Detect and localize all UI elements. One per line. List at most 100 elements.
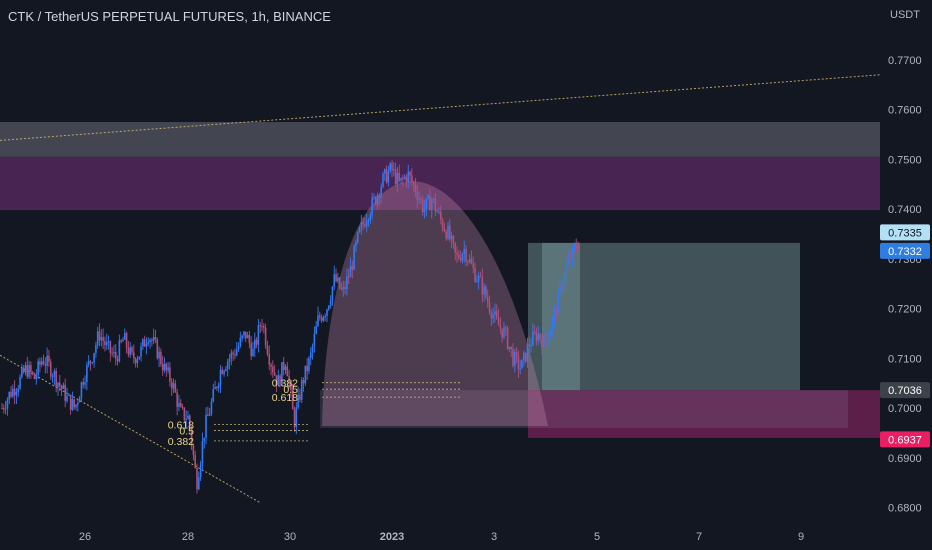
candle-body: [24, 365, 27, 373]
x-axis-tick-label: 2023: [380, 531, 404, 543]
x-axis-tick-label: 3: [491, 531, 497, 543]
candle-body: [136, 359, 139, 364]
candle-body: [514, 352, 516, 366]
candle-body: [183, 407, 186, 420]
candle-body: [430, 199, 433, 211]
fib-level-label: 0.5: [179, 425, 194, 437]
candle-body: [362, 222, 364, 225]
candle-body: [526, 344, 529, 362]
price-label-box: [880, 382, 930, 399]
candle-body: [515, 352, 518, 356]
lower-overlay-zone: [320, 390, 848, 428]
candle-body: [418, 199, 420, 201]
candle-body: [33, 373, 36, 379]
candle-body: [192, 445, 195, 456]
candle-body: [546, 343, 549, 345]
candle-body: [255, 339, 258, 345]
candle-body: [328, 305, 330, 310]
x-axis-tick-label: 7: [696, 531, 702, 543]
lower-trendline: [0, 354, 261, 504]
candle-body: [138, 356, 141, 360]
candle-body: [317, 315, 319, 327]
candle-body: [483, 286, 485, 295]
candle-body: [281, 362, 283, 385]
candle-body: [217, 384, 220, 389]
candle-body: [542, 334, 545, 348]
candle-body: [311, 346, 314, 353]
candle-body: [143, 339, 146, 347]
candle-body: [477, 275, 480, 281]
candle-body: [165, 363, 168, 371]
candle-body: [125, 333, 128, 348]
candle-body: [210, 401, 213, 414]
price-labels: 0.7335 0.7332 0.7036 0.6937: [880, 224, 930, 448]
candle-body: [378, 195, 381, 198]
candle-body: [163, 363, 166, 371]
candle-body: [219, 369, 222, 385]
candle-body: [89, 360, 92, 363]
candle-body: [120, 340, 122, 342]
candle-body: [77, 402, 79, 405]
candle-body: [48, 355, 50, 362]
candle-body: [533, 331, 536, 333]
candle-body: [149, 339, 151, 343]
candle-body: [140, 346, 142, 357]
candle-body: [4, 408, 7, 410]
resistance-zone: [0, 122, 880, 157]
candle-body: [360, 222, 363, 228]
candle-body: [17, 388, 20, 392]
candle-body: [551, 318, 554, 331]
candle-body: [113, 351, 115, 354]
fib-level-label: 0.382: [168, 436, 194, 448]
candle-body: [199, 463, 202, 478]
candle-body: [490, 311, 493, 319]
candle-body: [253, 339, 256, 349]
candle-body: [416, 192, 419, 200]
y-axis: 0.77000.76000.75000.74000.73000.72000.71…: [888, 55, 922, 515]
candle-body: [523, 352, 525, 360]
candle-body: [3, 408, 5, 410]
candle-body: [512, 349, 514, 366]
candle-body: [102, 337, 104, 342]
candle-body: [207, 414, 209, 416]
candle-body: [436, 211, 438, 213]
price-label-box: [880, 431, 930, 448]
stop-zone: [528, 390, 880, 438]
candle-body: [73, 399, 76, 408]
y-axis-tick-label: 0.7500: [888, 154, 922, 166]
candle-body: [501, 328, 503, 338]
candle-body: [295, 407, 298, 428]
candle-body: [407, 171, 410, 182]
candle-body: [550, 330, 552, 337]
candle-body: [564, 270, 567, 283]
candle-body: [441, 219, 444, 229]
candle-body: [369, 214, 372, 221]
fib-level-label: 0.618: [168, 419, 194, 431]
candle-body: [263, 326, 265, 328]
candle-body: [445, 231, 447, 239]
candle-body: [389, 163, 392, 172]
candle-body: [485, 286, 487, 298]
candle-body: [75, 404, 77, 408]
candle-body: [181, 406, 184, 408]
candle-body: [131, 347, 133, 353]
candle-body: [10, 392, 12, 397]
candle-body: [290, 382, 292, 391]
candle-body: [465, 248, 467, 262]
candle-body: [528, 344, 531, 347]
candle-body: [297, 394, 299, 408]
candle-body: [272, 366, 274, 373]
fib-level-label: 0.618: [272, 392, 298, 404]
candle-body: [234, 354, 236, 356]
candle-body: [486, 297, 489, 303]
candle-body: [393, 169, 395, 171]
candle-body: [161, 363, 164, 371]
candle-body: [382, 173, 384, 187]
candle-body: [57, 382, 59, 387]
candle-body: [243, 331, 245, 336]
candle-body: [40, 361, 43, 365]
symbol-title: CTK / TetherUS PERPETUAL FUTURES, 1h, BI…: [8, 9, 331, 24]
candle-body: [68, 394, 70, 396]
